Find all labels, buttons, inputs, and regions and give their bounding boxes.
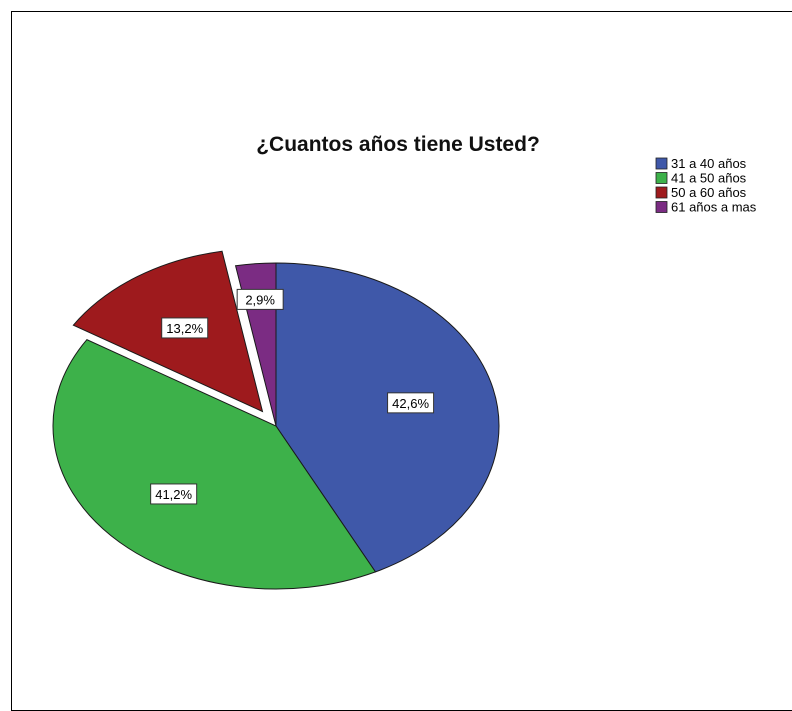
data-label-text: 13,2% bbox=[166, 321, 203, 336]
pie-slice-31-a-40-a-os bbox=[275, 262, 500, 573]
legend-label: 61 años a mas bbox=[671, 200, 757, 215]
legend-label: 41 a 50 años bbox=[671, 171, 747, 186]
data-label-box bbox=[150, 483, 198, 505]
data-label-box bbox=[236, 288, 284, 310]
data-label-text: 41,2% bbox=[155, 487, 192, 502]
data-label-41-a-50-a-os: 41,2% bbox=[150, 483, 198, 505]
legend-item-61-a-os-a-mas: 61 años a mas bbox=[655, 200, 757, 215]
legend-item-41-a-50-a-os: 41 a 50 años bbox=[655, 171, 747, 186]
pie-slice-41-a-50-a-os bbox=[52, 339, 377, 590]
legend-swatch bbox=[655, 186, 668, 199]
data-label-box bbox=[161, 317, 209, 339]
data-label-50-a-60-a-os: 13,2% bbox=[161, 317, 209, 339]
legend-swatch bbox=[655, 201, 668, 213]
legend-swatch bbox=[655, 172, 668, 184]
legend-item-50-a-60-a-os: 50 a 60 años bbox=[655, 185, 747, 200]
data-label-text: 42,6% bbox=[392, 396, 429, 411]
legend-label: 31 a 40 años bbox=[671, 156, 747, 171]
legend-swatch bbox=[655, 157, 668, 170]
chart-title: ¿Cuantos años tiene Usted? bbox=[256, 133, 540, 156]
data-label-text: 2,9% bbox=[245, 292, 275, 307]
data-label-61-a-os-a-mas: 2,9% bbox=[236, 288, 284, 310]
data-label-31-a-40-a-os: 42,6% bbox=[387, 392, 435, 414]
data-labels: 42,6% 41,2% 13,2% 2,9% bbox=[150, 288, 435, 505]
data-label-box bbox=[387, 392, 435, 414]
legend-item-31-a-40-a-os: 31 a 40 años bbox=[655, 156, 747, 171]
legend-label: 50 a 60 años bbox=[671, 185, 747, 200]
